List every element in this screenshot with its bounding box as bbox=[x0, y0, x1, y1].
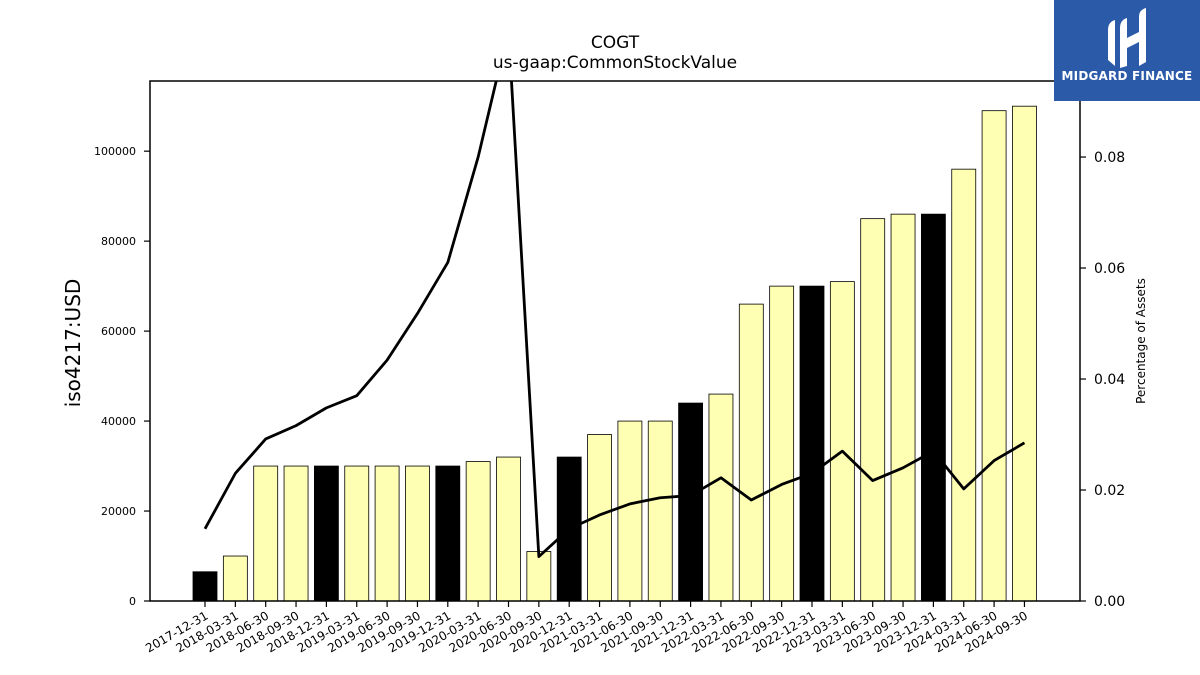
bar bbox=[435, 465, 461, 602]
y-tick-label: 60000 bbox=[101, 325, 136, 338]
bar bbox=[374, 465, 400, 602]
logo-text: MIDGARD FINANCE bbox=[1061, 69, 1193, 83]
logo-mark-icon bbox=[1108, 8, 1146, 68]
y-axis-ticks: 0 20000 40000 60000 80000 100000 bbox=[94, 145, 150, 608]
bar bbox=[647, 420, 673, 602]
bar bbox=[313, 465, 339, 602]
y2-tick-label: 0.08 bbox=[1094, 150, 1125, 166]
bar bbox=[344, 465, 370, 602]
bar bbox=[253, 465, 279, 602]
y2-tick-label: 0.02 bbox=[1094, 483, 1125, 499]
bar bbox=[405, 465, 430, 602]
y2-axis-label: Percentage of Assets bbox=[1134, 278, 1148, 404]
bar bbox=[222, 555, 248, 602]
bar bbox=[678, 402, 703, 602]
y-tick-label: 0 bbox=[129, 595, 136, 608]
bar-series bbox=[192, 105, 1037, 602]
bar bbox=[769, 285, 795, 602]
bar bbox=[526, 551, 552, 602]
percentage-line-series bbox=[203, 81, 1026, 558]
bar bbox=[951, 168, 977, 602]
bar bbox=[921, 213, 946, 602]
bar bbox=[708, 393, 734, 602]
chart-subtitle: us-gaap:CommonStockValue bbox=[493, 53, 737, 73]
bar bbox=[283, 465, 309, 602]
y-tick-label: 80000 bbox=[101, 235, 136, 248]
bar bbox=[1012, 105, 1037, 602]
y-tick-label: 40000 bbox=[101, 415, 136, 428]
y2-axis-ticks: 0.00 0.02 0.04 0.06 0.08 bbox=[1080, 150, 1125, 610]
bar bbox=[890, 213, 916, 602]
line-series-path bbox=[203, 81, 1026, 558]
bar bbox=[192, 571, 218, 602]
bar bbox=[829, 281, 855, 602]
chart-title: COGT bbox=[591, 33, 640, 53]
x-axis-ticks: 2017-12-312018-03-312018-06-302018-09-30… bbox=[143, 601, 1030, 655]
y2-tick-label: 0.06 bbox=[1094, 261, 1125, 277]
bar bbox=[981, 110, 1007, 602]
y-tick-label: 100000 bbox=[94, 145, 136, 158]
bar bbox=[465, 461, 491, 602]
y-axis-label: iso4217:USD bbox=[61, 279, 85, 408]
y2-tick-label: 0.04 bbox=[1094, 372, 1125, 388]
bar bbox=[738, 303, 764, 602]
bar bbox=[799, 285, 825, 602]
bar bbox=[496, 456, 521, 602]
bar bbox=[860, 218, 886, 602]
midgard-finance-logo: MIDGARD FINANCE bbox=[1054, 0, 1200, 101]
bar bbox=[617, 420, 643, 602]
y2-tick-label: 0.00 bbox=[1094, 594, 1125, 610]
plot-frame bbox=[149, 80, 1081, 602]
y-tick-label: 20000 bbox=[101, 505, 136, 518]
